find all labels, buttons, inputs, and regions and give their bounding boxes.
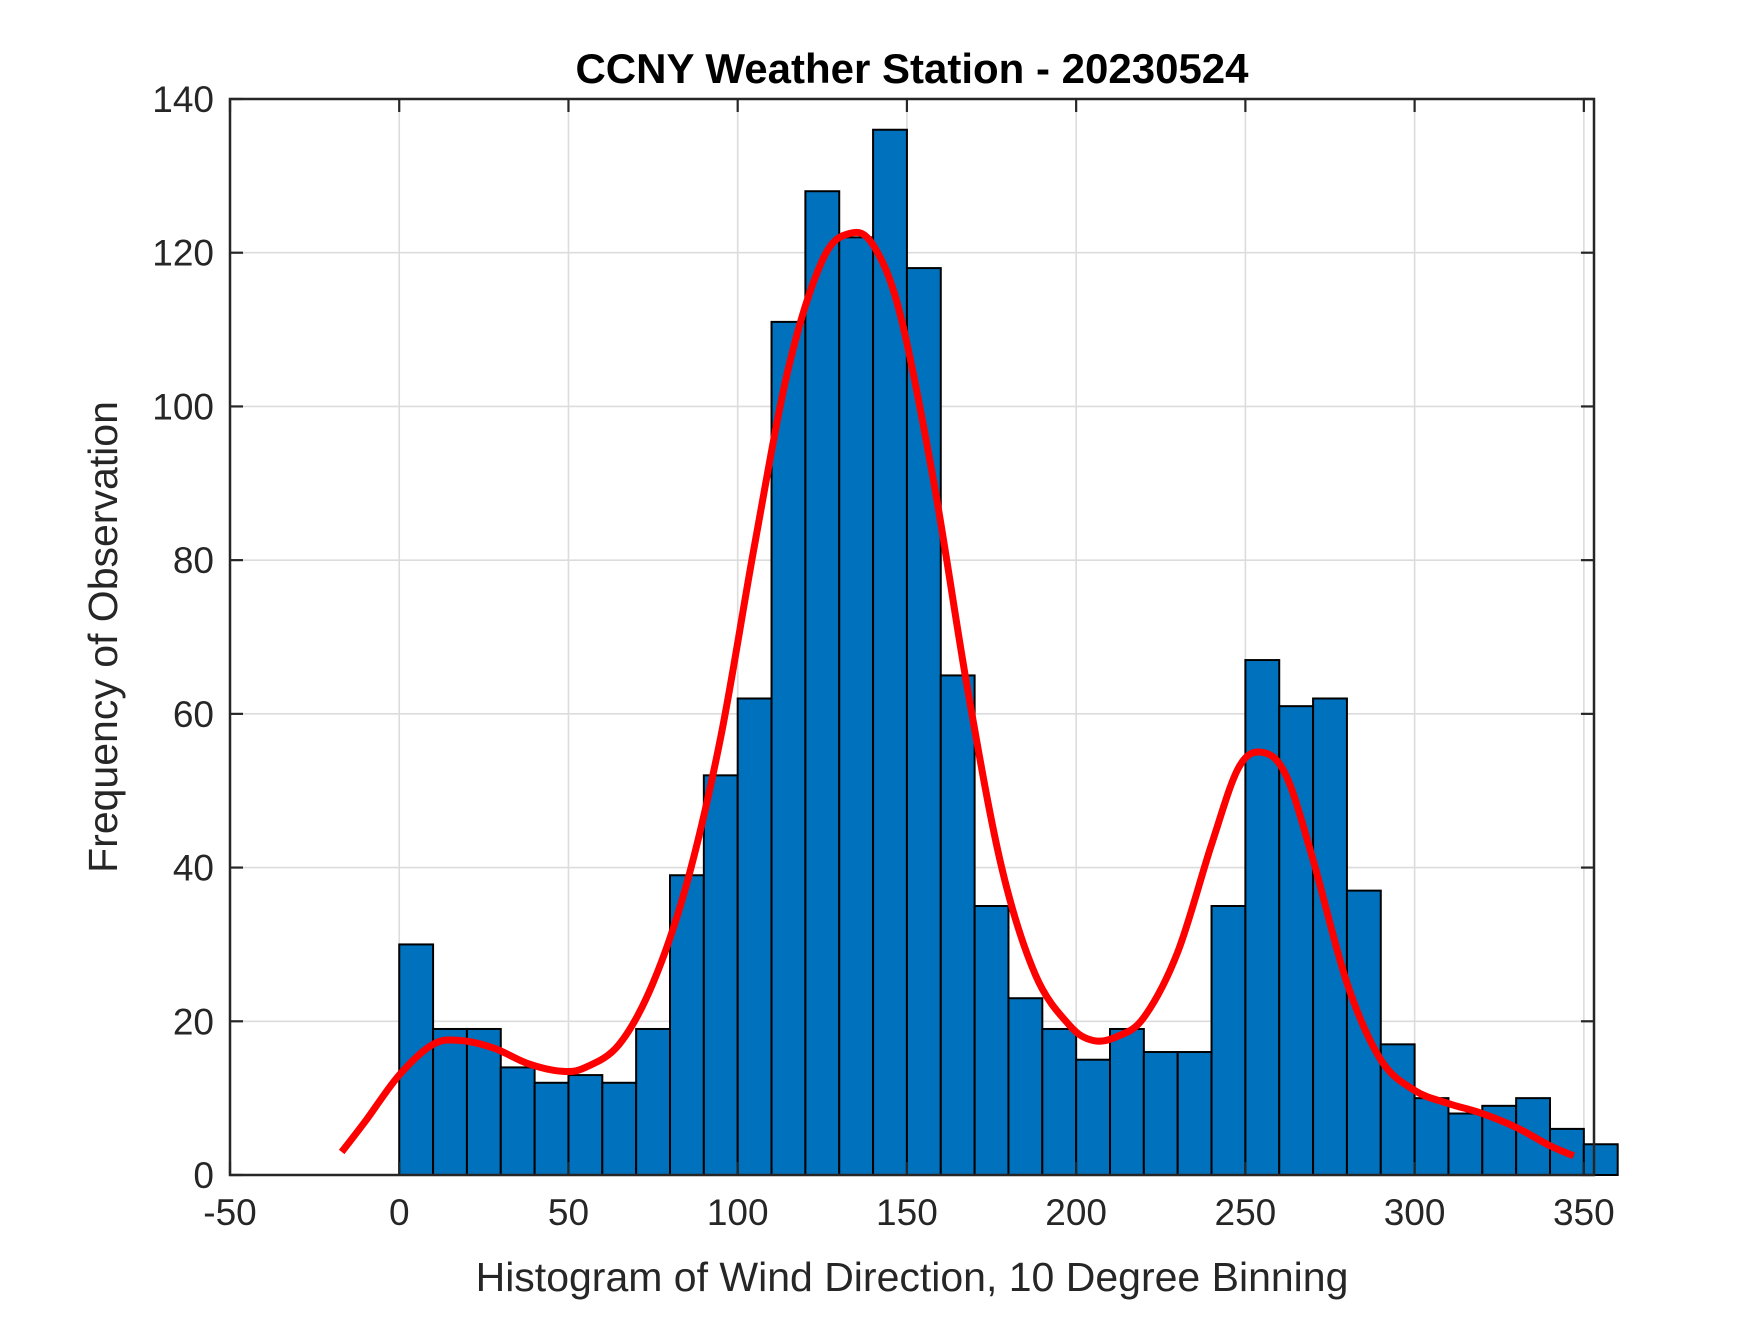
- histogram-bar: [1210, 905, 1247, 1176]
- histogram-bar: [1176, 1051, 1213, 1176]
- fit-curve-line: [338, 228, 1576, 1160]
- histogram-bar: [533, 1081, 570, 1177]
- x-tick-label: 150: [876, 1192, 938, 1233]
- y-tick-label: 100: [152, 386, 214, 427]
- x-axis-label: Histogram of Wind Direction, 10 Degree B…: [476, 1254, 1349, 1300]
- histogram-bar: [1244, 659, 1281, 1176]
- histogram-bar: [1041, 1027, 1078, 1176]
- histogram-bar: [635, 1027, 672, 1176]
- histogram-bar: [499, 1066, 536, 1177]
- histogram-bar: [804, 190, 841, 1176]
- y-tick-label: 40: [173, 848, 214, 889]
- histogram-bar: [465, 1027, 502, 1176]
- histogram-bar: [736, 697, 773, 1176]
- histogram-bar: [1278, 705, 1315, 1177]
- x-tick-label: -50: [203, 1192, 256, 1233]
- y-axis-label: Frequency of Observation: [80, 401, 126, 873]
- fit-curve-layer: [338, 228, 1576, 1160]
- histogram-bar: [838, 236, 875, 1177]
- x-tick-label: 100: [707, 1192, 769, 1233]
- histogram-bar: [567, 1074, 604, 1176]
- histogram-bar: [905, 267, 942, 1177]
- x-tick-label: 0: [389, 1192, 410, 1233]
- x-tick-label: 350: [1553, 1192, 1615, 1233]
- y-tick-label: 80: [173, 540, 214, 581]
- x-tick-label: 200: [1045, 1192, 1107, 1233]
- histogram-bar: [702, 774, 739, 1176]
- histogram-bar: [1075, 1058, 1111, 1176]
- y-tick-labels: 0 20 40 60 80 100 120 140: [152, 79, 214, 1196]
- histogram-bar: [1007, 997, 1044, 1176]
- histogram-bar: [601, 1081, 638, 1177]
- histogram-bar: [770, 320, 807, 1176]
- histogram-bar: [1142, 1051, 1179, 1176]
- histogram-bar: [973, 905, 1010, 1176]
- histogram-bar: [1345, 889, 1382, 1177]
- histogram-bar: [1582, 1143, 1619, 1177]
- y-tick-label: 20: [173, 1001, 214, 1042]
- histogram-bar: [432, 1027, 468, 1176]
- x-tick-label: 250: [1215, 1192, 1277, 1233]
- x-tick-label: 300: [1384, 1192, 1446, 1233]
- tick-marks: [228, 97, 1594, 1177]
- histogram-bar: [1109, 1027, 1145, 1176]
- x-tick-label: 50: [548, 1192, 589, 1233]
- y-tick-label: 0: [193, 1155, 214, 1196]
- y-tick-label: 140: [152, 79, 214, 120]
- histogram-bar: [1447, 1112, 1484, 1176]
- y-tick-label: 120: [152, 233, 214, 274]
- histogram-bar: [1413, 1097, 1450, 1176]
- y-tick-label: 60: [173, 694, 214, 735]
- x-tick-labels: -50 0 50 100 150 200 250 300 350: [203, 1192, 1614, 1233]
- axes-box: [228, 97, 1596, 1177]
- histogram-bar: [939, 674, 976, 1177]
- chart-title: CCNY Weather Station - 20230524: [575, 45, 1249, 92]
